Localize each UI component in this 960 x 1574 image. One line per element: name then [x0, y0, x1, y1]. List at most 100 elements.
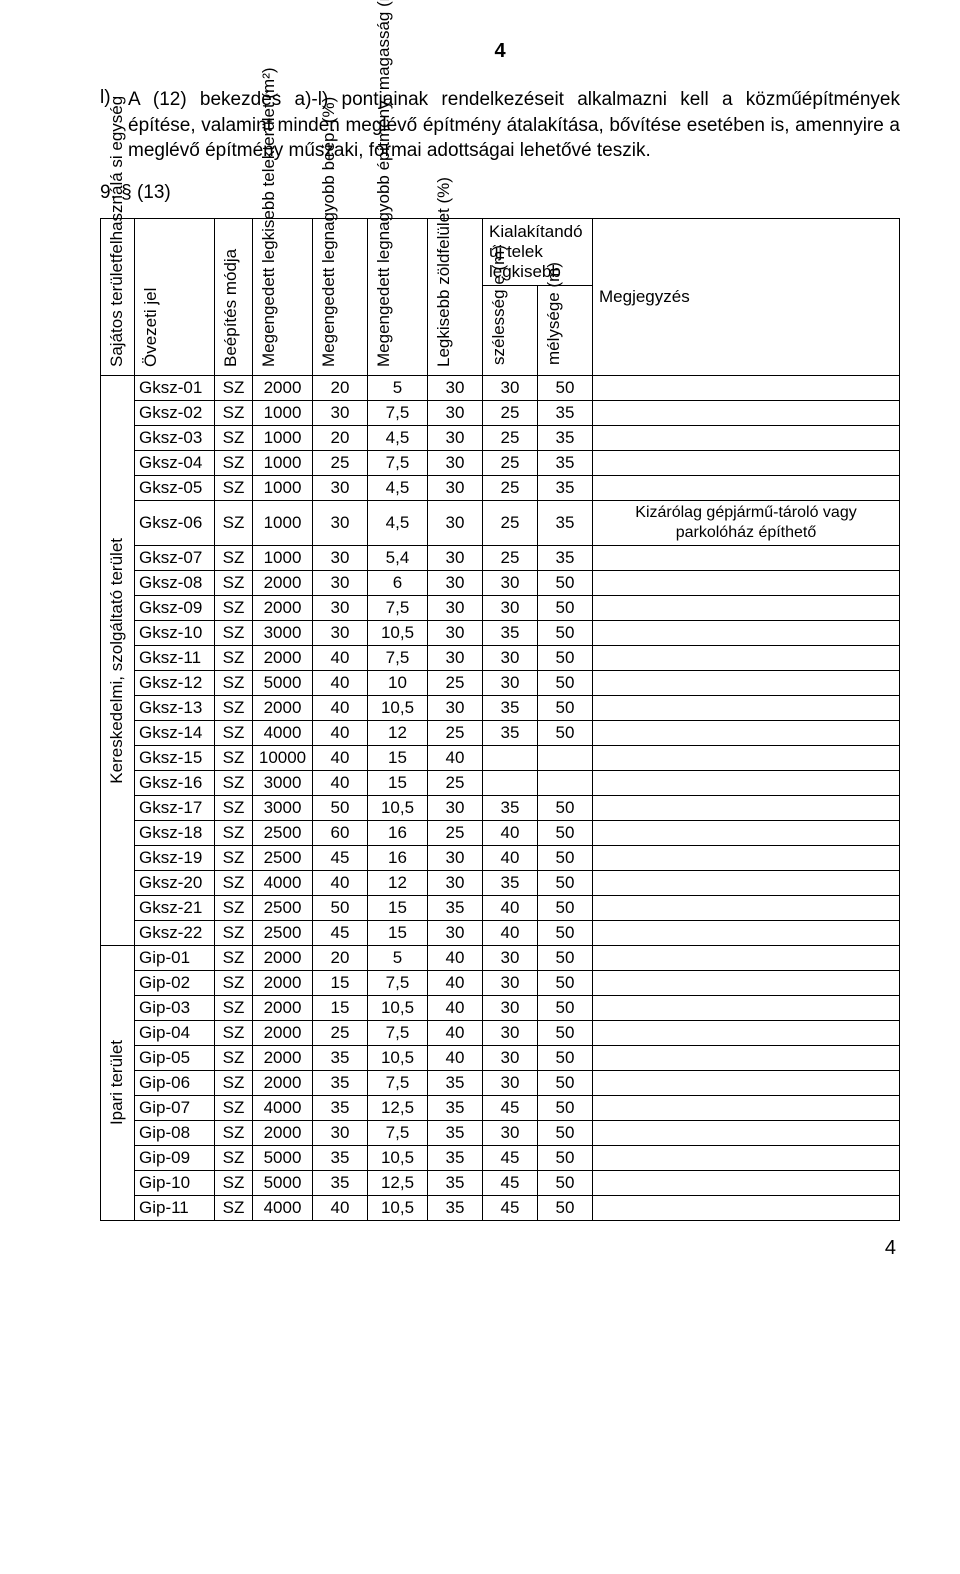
cell: 2500: [253, 820, 313, 845]
cell: 50: [538, 995, 593, 1020]
table-row: Gksz-02SZ1000307,5302535: [101, 400, 900, 425]
cell: Kizárólag gépjármű-tároló vagy parkolóhá…: [593, 500, 900, 545]
cell: 35: [313, 1045, 368, 1070]
table-row: Gksz-21SZ25005015354050: [101, 895, 900, 920]
cell: 20: [313, 375, 368, 400]
cell: SZ: [215, 870, 253, 895]
cell: 50: [538, 720, 593, 745]
table-row: Gksz-22SZ25004515304050: [101, 920, 900, 945]
cell: 4,5: [368, 500, 428, 545]
cell: SZ: [215, 620, 253, 645]
cell: SZ: [215, 1170, 253, 1195]
cell: 30: [428, 375, 483, 400]
cell: 30: [428, 795, 483, 820]
cell: 12,5: [368, 1095, 428, 1120]
cell: 35: [538, 425, 593, 450]
cell: 7,5: [368, 1070, 428, 1095]
cell: Gip-03: [135, 995, 215, 1020]
cell: 35: [538, 450, 593, 475]
cell: 35: [313, 1170, 368, 1195]
cell: 50: [538, 595, 593, 620]
cell: SZ: [215, 745, 253, 770]
table-row: Gip-06SZ2000357,5353050: [101, 1070, 900, 1095]
cell: Gksz-14: [135, 720, 215, 745]
cell: SZ: [215, 795, 253, 820]
page: 4 l) A (12) bekezdés a)-l) pontjainak re…: [0, 0, 960, 1300]
cell: [593, 745, 900, 770]
cell: [593, 475, 900, 500]
cell: 16: [368, 845, 428, 870]
cell: SZ: [215, 375, 253, 400]
cell: 10000: [253, 745, 313, 770]
table-row: Gksz-03SZ1000204,5302535: [101, 425, 900, 450]
cell: Gip-11: [135, 1195, 215, 1220]
cell: 30: [483, 375, 538, 400]
cell: Gksz-09: [135, 595, 215, 620]
cell: 30: [313, 545, 368, 570]
cell: Gip-04: [135, 1020, 215, 1045]
cell: 1000: [253, 545, 313, 570]
cell: 30: [483, 1120, 538, 1145]
cell: [593, 545, 900, 570]
cell: 30: [483, 970, 538, 995]
cell: SZ: [215, 545, 253, 570]
cell: SZ: [215, 1070, 253, 1095]
cell: 40: [483, 895, 538, 920]
cell: 35: [313, 1095, 368, 1120]
cell: 30: [428, 475, 483, 500]
cell: SZ: [215, 595, 253, 620]
cell: 20: [313, 945, 368, 970]
table-row: Gksz-07SZ1000305,4302535: [101, 545, 900, 570]
cell: 40: [428, 970, 483, 995]
cell: 30: [483, 595, 538, 620]
cell: 30: [313, 620, 368, 645]
cell: [593, 1020, 900, 1045]
cell: Gksz-01: [135, 375, 215, 400]
cell: SZ: [215, 845, 253, 870]
cell: 2000: [253, 1020, 313, 1045]
cell: SZ: [215, 1145, 253, 1170]
cell: 12,5: [368, 1170, 428, 1195]
cell: Gksz-22: [135, 920, 215, 945]
cell: 50: [538, 1045, 593, 1070]
table-row: Gksz-17SZ30005010,5303550: [101, 795, 900, 820]
cell: 40: [313, 720, 368, 745]
cell: 35: [483, 620, 538, 645]
table-row: Gip-03SZ20001510,5403050: [101, 995, 900, 1020]
cell: 15: [368, 920, 428, 945]
cell: 50: [538, 895, 593, 920]
col-header-usage: Sajátos területfelhasználá si egység: [105, 221, 129, 373]
cell: 10,5: [368, 695, 428, 720]
table-row: Gip-08SZ2000307,5353050: [101, 1120, 900, 1145]
cell: 30: [483, 670, 538, 695]
cell: [593, 620, 900, 645]
cell: 50: [538, 620, 593, 645]
cell: 7,5: [368, 970, 428, 995]
cell: Gksz-07: [135, 545, 215, 570]
cell: 2000: [253, 375, 313, 400]
cell: [593, 1070, 900, 1095]
cell: SZ: [215, 1120, 253, 1145]
cell: 40: [428, 1020, 483, 1045]
cell: 40: [313, 770, 368, 795]
cell: Gksz-11: [135, 645, 215, 670]
cell: SZ: [215, 400, 253, 425]
cell: 1000: [253, 500, 313, 545]
table-row: Gksz-16SZ3000401525: [101, 770, 900, 795]
cell: 45: [313, 845, 368, 870]
cell: SZ: [215, 720, 253, 745]
cell: 40: [313, 870, 368, 895]
cell: 7,5: [368, 1120, 428, 1145]
table-row: Gksz-20SZ40004012303550: [101, 870, 900, 895]
cell: [593, 450, 900, 475]
paragraph-text: A (12) bekezdés a)-l) pontjainak rendelk…: [128, 87, 900, 164]
cell: 50: [538, 970, 593, 995]
cell: Gip-06: [135, 1070, 215, 1095]
cell: Gksz-03: [135, 425, 215, 450]
cell: [593, 375, 900, 400]
cell: 20: [313, 425, 368, 450]
cell: 50: [538, 570, 593, 595]
cell: 10,5: [368, 795, 428, 820]
cell: SZ: [215, 970, 253, 995]
cell: [593, 595, 900, 620]
